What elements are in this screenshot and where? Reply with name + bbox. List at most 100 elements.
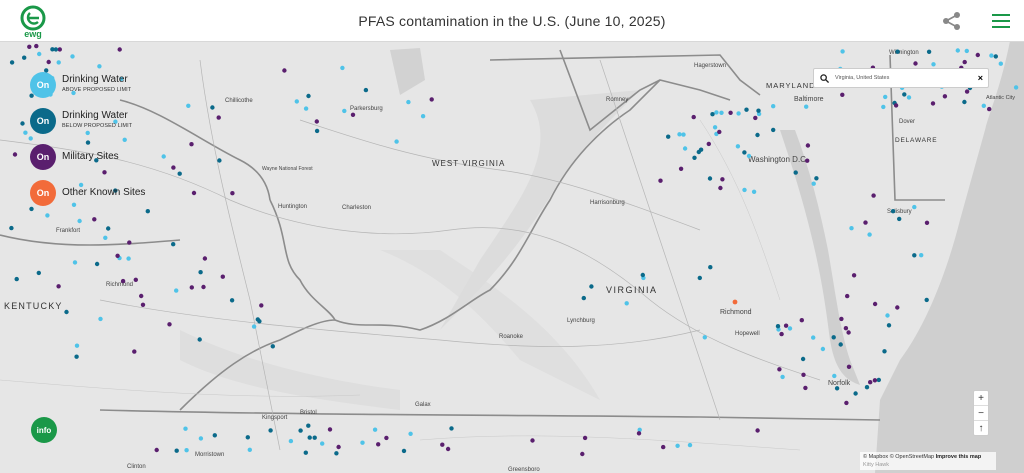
- site-marker[interactable]: [191, 190, 197, 196]
- site-marker[interactable]: [735, 144, 741, 149]
- site-marker[interactable]: [50, 47, 55, 52]
- site-marker[interactable]: [167, 322, 172, 327]
- site-marker[interactable]: [145, 209, 150, 214]
- site-marker[interactable]: [22, 55, 27, 60]
- site-marker[interactable]: [987, 106, 992, 112]
- site-marker[interactable]: [171, 242, 176, 247]
- site-marker[interactable]: [350, 112, 356, 118]
- site-marker[interactable]: [186, 103, 191, 109]
- site-marker[interactable]: [120, 278, 126, 284]
- site-marker[interactable]: [340, 65, 345, 71]
- site-marker[interactable]: [840, 92, 845, 98]
- site-marker[interactable]: [327, 427, 333, 432]
- site-marker[interactable]: [9, 225, 14, 231]
- site-marker[interactable]: [220, 274, 225, 279]
- site-marker[interactable]: [912, 204, 917, 210]
- site-marker[interactable]: [210, 105, 215, 110]
- site-marker[interactable]: [132, 349, 137, 354]
- site-marker[interactable]: [247, 447, 252, 452]
- site-marker[interactable]: [678, 166, 684, 171]
- site-marker[interactable]: [744, 107, 749, 112]
- site-marker[interactable]: [46, 59, 51, 65]
- site-marker[interactable]: [890, 209, 896, 214]
- site-marker[interactable]: [811, 181, 816, 186]
- site-marker[interactable]: [307, 435, 312, 440]
- site-marker[interactable]: [580, 451, 585, 457]
- site-marker[interactable]: [122, 137, 127, 142]
- site-marker[interactable]: [732, 299, 738, 305]
- site-marker[interactable]: [777, 367, 782, 372]
- site-marker[interactable]: [975, 52, 980, 58]
- site-marker[interactable]: [714, 110, 719, 115]
- site-marker[interactable]: [803, 385, 808, 391]
- site-marker[interactable]: [71, 90, 76, 96]
- site-marker[interactable]: [74, 354, 79, 359]
- site-marker[interactable]: [924, 297, 929, 303]
- site-marker[interactable]: [85, 140, 91, 145]
- site-marker[interactable]: [805, 143, 811, 148]
- site-marker[interactable]: [895, 49, 900, 54]
- site-marker[interactable]: [582, 435, 588, 441]
- location-search[interactable]: ×: [813, 68, 989, 88]
- ewg-logo-icon[interactable]: ewg: [18, 5, 48, 39]
- site-marker[interactable]: [303, 450, 308, 455]
- site-marker[interactable]: [230, 191, 235, 196]
- site-marker[interactable]: [831, 335, 836, 340]
- site-marker[interactable]: [677, 132, 682, 137]
- site-marker[interactable]: [394, 139, 399, 144]
- site-marker[interactable]: [77, 218, 82, 224]
- site-marker[interactable]: [845, 293, 850, 299]
- site-marker[interactable]: [202, 256, 208, 261]
- site-marker[interactable]: [78, 182, 84, 188]
- site-marker[interactable]: [698, 147, 704, 152]
- site-marker[interactable]: [139, 293, 144, 299]
- site-marker[interactable]: [751, 189, 757, 194]
- site-marker[interactable]: [229, 298, 235, 303]
- site-marker[interactable]: [838, 342, 843, 347]
- site-marker[interactable]: [886, 323, 892, 328]
- site-marker[interactable]: [420, 114, 426, 119]
- site-marker[interactable]: [245, 435, 250, 440]
- site-marker[interactable]: [119, 76, 124, 82]
- zoom-out-button[interactable]: −: [974, 406, 988, 421]
- site-marker[interactable]: [840, 49, 845, 54]
- site-marker[interactable]: [799, 318, 804, 323]
- site-marker[interactable]: [706, 141, 711, 147]
- toggle-button[interactable]: On: [30, 144, 56, 170]
- site-marker[interactable]: [140, 302, 146, 307]
- site-marker[interactable]: [736, 111, 741, 116]
- site-marker[interactable]: [115, 253, 120, 258]
- site-marker[interactable]: [919, 253, 924, 258]
- site-marker[interactable]: [440, 442, 445, 447]
- improve-map-link[interactable]: Improve this map: [935, 454, 982, 460]
- site-marker[interactable]: [710, 112, 715, 117]
- site-marker[interactable]: [216, 115, 221, 120]
- site-marker[interactable]: [742, 150, 747, 155]
- site-marker[interactable]: [268, 428, 273, 433]
- site-marker[interactable]: [964, 89, 970, 94]
- site-marker[interactable]: [897, 216, 902, 222]
- site-marker[interactable]: [844, 400, 849, 406]
- site-marker[interactable]: [800, 356, 806, 362]
- site-marker[interactable]: [12, 152, 18, 157]
- site-marker[interactable]: [868, 380, 873, 385]
- site-marker[interactable]: [707, 176, 713, 181]
- site-marker[interactable]: [771, 104, 776, 109]
- site-marker[interactable]: [303, 106, 309, 111]
- site-marker[interactable]: [913, 61, 918, 66]
- clear-search-button[interactable]: ×: [977, 73, 983, 83]
- site-marker[interactable]: [712, 125, 718, 130]
- site-marker[interactable]: [805, 158, 810, 163]
- site-marker[interactable]: [117, 47, 122, 52]
- site-marker[interactable]: [74, 343, 80, 348]
- site-marker[interactable]: [64, 309, 69, 315]
- site-marker[interactable]: [34, 43, 39, 49]
- site-marker[interactable]: [251, 324, 257, 329]
- site-marker[interactable]: [871, 193, 876, 198]
- site-marker[interactable]: [882, 349, 887, 354]
- zoom-in-button[interactable]: +: [974, 391, 988, 406]
- share-icon[interactable]: [942, 11, 962, 31]
- site-marker[interactable]: [171, 165, 176, 170]
- site-marker[interactable]: [814, 176, 819, 181]
- toggle-button[interactable]: On: [30, 108, 56, 134]
